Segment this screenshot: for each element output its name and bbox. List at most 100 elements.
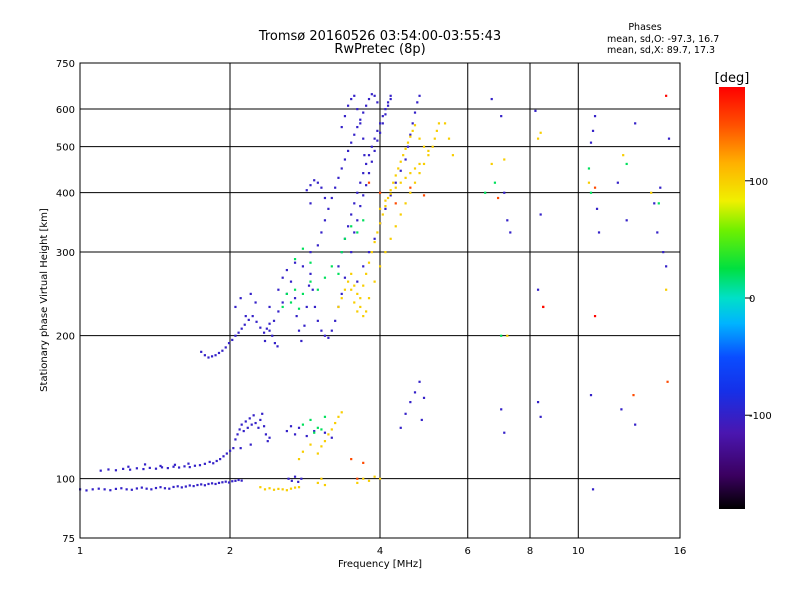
data-point bbox=[353, 133, 356, 136]
data-point bbox=[232, 447, 235, 450]
y-tick-label: 500 bbox=[56, 143, 75, 154]
colorbar-tick-label: 0 bbox=[749, 294, 755, 305]
data-point bbox=[379, 265, 382, 268]
data-point bbox=[346, 280, 350, 283]
y-axis-label: Stationary phase Virtual Height [km] bbox=[39, 208, 50, 392]
data-point bbox=[309, 184, 312, 187]
data-point bbox=[300, 339, 303, 343]
data-point bbox=[411, 122, 414, 125]
data-point bbox=[103, 488, 106, 491]
data-point bbox=[346, 104, 350, 107]
data-point bbox=[365, 162, 368, 166]
data-point bbox=[359, 122, 362, 125]
data-point bbox=[356, 191, 359, 194]
data-point bbox=[365, 184, 368, 187]
data-point bbox=[591, 488, 595, 491]
data-point bbox=[394, 202, 397, 205]
data-point bbox=[659, 186, 662, 189]
data-point bbox=[196, 483, 199, 487]
data-point bbox=[373, 240, 376, 244]
data-point bbox=[399, 169, 402, 172]
data-point bbox=[259, 326, 262, 329]
data-point bbox=[237, 478, 240, 482]
data-point bbox=[289, 280, 293, 283]
data-point bbox=[343, 288, 347, 291]
data-point bbox=[281, 276, 284, 279]
data-point bbox=[114, 469, 118, 472]
data-point bbox=[496, 196, 500, 200]
data-point bbox=[293, 475, 297, 478]
data-point bbox=[237, 331, 240, 334]
data-point bbox=[320, 329, 323, 332]
data-point bbox=[145, 487, 148, 490]
data-point bbox=[665, 288, 668, 291]
data-point bbox=[330, 329, 333, 332]
data-point bbox=[359, 204, 362, 208]
data-point bbox=[536, 137, 540, 140]
data-point bbox=[539, 415, 542, 418]
data-point bbox=[506, 219, 509, 222]
data-point bbox=[386, 101, 390, 104]
data-point bbox=[343, 276, 347, 279]
data-point bbox=[234, 305, 237, 309]
data-point bbox=[418, 380, 421, 383]
data-point bbox=[127, 465, 130, 468]
data-point bbox=[411, 129, 414, 132]
data-point bbox=[379, 207, 382, 210]
data-point bbox=[376, 129, 379, 132]
data-point bbox=[268, 322, 271, 325]
data-point bbox=[447, 137, 451, 140]
data-point bbox=[437, 122, 441, 125]
data-point bbox=[210, 355, 214, 358]
data-point bbox=[367, 172, 371, 175]
data-point bbox=[350, 213, 353, 216]
data-point bbox=[373, 280, 376, 283]
data-point bbox=[316, 452, 319, 455]
data-point bbox=[320, 231, 323, 234]
data-point bbox=[221, 349, 224, 352]
data-point bbox=[150, 488, 153, 491]
data-point bbox=[634, 423, 637, 426]
data-point bbox=[413, 167, 417, 170]
data-point bbox=[297, 457, 301, 461]
data-point bbox=[340, 251, 343, 254]
data-point bbox=[268, 329, 271, 332]
data-point bbox=[97, 487, 100, 490]
data-point bbox=[187, 462, 190, 465]
data-point bbox=[217, 481, 221, 485]
data-point bbox=[503, 431, 506, 434]
data-point bbox=[620, 408, 623, 411]
data-point bbox=[203, 484, 206, 487]
data-point bbox=[159, 486, 162, 489]
data-point bbox=[493, 181, 497, 184]
data-point bbox=[247, 318, 250, 321]
data-point bbox=[323, 415, 327, 418]
data-point bbox=[154, 486, 158, 490]
data-point bbox=[285, 489, 288, 492]
data-point bbox=[287, 477, 290, 480]
data-point bbox=[297, 480, 300, 483]
data-point bbox=[337, 415, 340, 418]
data-point bbox=[234, 334, 237, 337]
data-point bbox=[542, 305, 545, 309]
data-point bbox=[254, 301, 257, 304]
data-point bbox=[255, 320, 258, 323]
data-point bbox=[265, 327, 268, 330]
data-point bbox=[248, 417, 251, 420]
data-point bbox=[289, 487, 293, 490]
data-point bbox=[301, 247, 305, 250]
data-point bbox=[399, 213, 402, 216]
data-point bbox=[353, 202, 356, 205]
data-point bbox=[251, 315, 254, 318]
data-point bbox=[381, 115, 384, 118]
data-point bbox=[135, 467, 138, 470]
data-point bbox=[244, 315, 247, 318]
data-point bbox=[365, 272, 368, 275]
data-point bbox=[200, 350, 203, 353]
data-point bbox=[427, 154, 430, 157]
data-point bbox=[356, 292, 359, 296]
data-point bbox=[316, 319, 319, 322]
data-point bbox=[293, 486, 297, 489]
data-point bbox=[163, 487, 167, 490]
data-point bbox=[323, 440, 327, 443]
